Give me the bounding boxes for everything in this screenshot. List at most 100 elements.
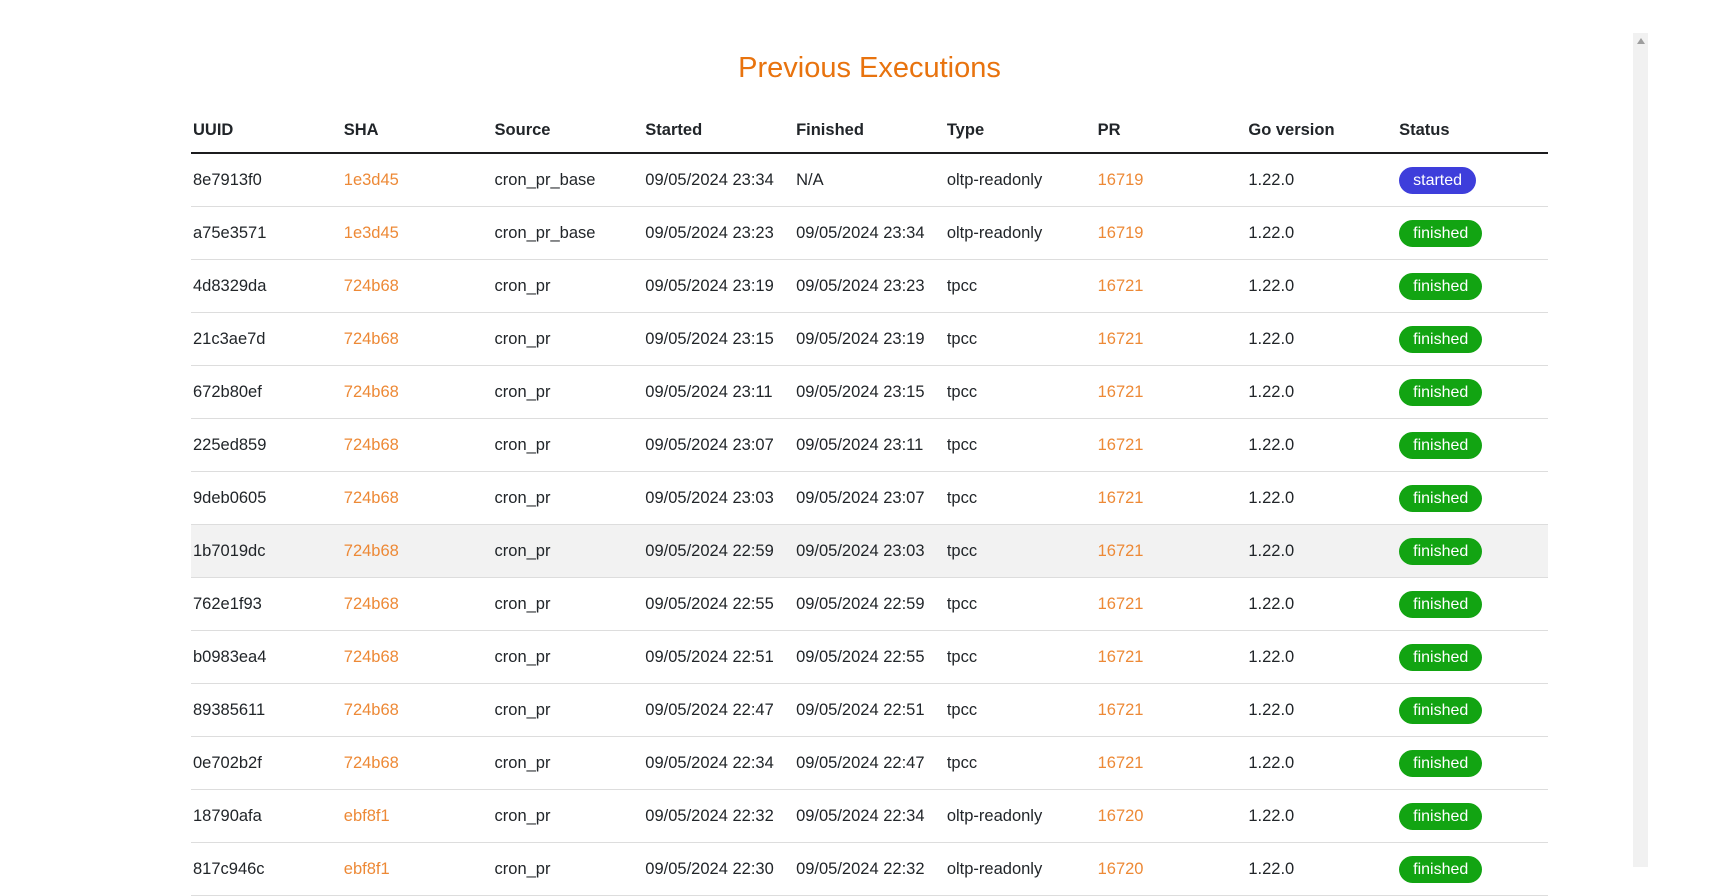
status-badge: finished <box>1399 325 1483 353</box>
sha-link[interactable]: 724b68 <box>343 541 399 560</box>
status-badge: finished <box>1399 219 1483 247</box>
cell-uuid: 672b80ef <box>191 365 342 419</box>
cell-type: oltp-readonly <box>944 206 1096 260</box>
sha-link[interactable]: 724b68 <box>343 276 399 295</box>
sha-link[interactable]: 724b68 <box>343 700 399 719</box>
status-badge: finished <box>1399 802 1483 830</box>
cell-source: cron_pr_base <box>492 206 644 260</box>
pr-link[interactable]: 16719 <box>1097 170 1144 189</box>
table-row[interactable]: 672b80ef 724b68 cron_pr 09/05/2024 23:11 09/… <box>191 365 1548 419</box>
cell-type: tpcc <box>944 736 1096 790</box>
sha-link[interactable]: ebf8f1 <box>343 859 390 878</box>
cell-pr: 16721 <box>1095 471 1247 525</box>
status-badge: finished <box>1399 855 1483 883</box>
pr-link[interactable]: 16721 <box>1097 753 1144 772</box>
sha-link[interactable]: 724b68 <box>343 647 399 666</box>
table-row[interactable]: 4d8329da 724b68 cron_pr 09/05/2024 23:19 09/… <box>191 259 1548 313</box>
pr-link[interactable]: 16719 <box>1097 223 1144 242</box>
table-row[interactable]: 817c946c ebf8f1 cron_pr 09/05/2024 22:30 09/… <box>191 842 1548 896</box>
table-header: UUID SHA Source Started Finished Type PR Go ver… <box>191 109 1548 154</box>
sha-link[interactable]: 724b68 <box>343 435 399 454</box>
pr-link[interactable]: 16721 <box>1097 329 1144 348</box>
cell-type: oltp-readonly <box>944 842 1096 896</box>
cell-status: finished <box>1397 312 1548 366</box>
column-header-finished: Finished <box>794 109 945 154</box>
status-badge: finished <box>1399 537 1483 565</box>
cell-status: finished <box>1397 524 1548 578</box>
scroll-up-arrow-icon <box>1636 38 1645 44</box>
cell-type: tpcc <box>944 577 1096 631</box>
column-header-status: Status <box>1397 109 1548 154</box>
sha-link[interactable]: 724b68 <box>343 753 399 772</box>
status-badge: finished <box>1399 643 1483 671</box>
cell-uuid: b0983ea4 <box>191 630 342 684</box>
cell-finished: 09/05/2024 22:34 <box>794 789 945 843</box>
cell-finished: 09/05/2024 22:32 <box>794 842 945 896</box>
column-header-pr: PR <box>1095 109 1247 154</box>
cell-started: 09/05/2024 22:51 <box>643 630 795 684</box>
cell-type: tpcc <box>944 471 1096 525</box>
table-row[interactable]: 762e1f93 724b68 cron_pr 09/05/2024 22:55 09/… <box>191 577 1548 631</box>
cell-finished: 09/05/2024 23:34 <box>794 206 945 260</box>
pr-link[interactable]: 16721 <box>1097 647 1144 666</box>
status-badge: finished <box>1399 272 1483 300</box>
pr-link[interactable]: 16721 <box>1097 488 1144 507</box>
table-row[interactable]: a75e3571 1e3d45 cron_pr_base 09/05/2024 23:… <box>191 206 1548 260</box>
cell-pr: 16721 <box>1095 577 1247 631</box>
cell-uuid: 4d8329da <box>191 259 342 313</box>
sha-link[interactable]: 724b68 <box>343 594 399 613</box>
table-row[interactable]: 225ed859 724b68 cron_pr 09/05/2024 23:07 09/… <box>191 418 1548 472</box>
cell-started: 09/05/2024 22:32 <box>643 789 795 843</box>
pr-link[interactable]: 16721 <box>1097 276 1144 295</box>
table-row[interactable]: 1b7019dc 724b68 cron_pr 09/05/2024 22:59 09/… <box>191 524 1548 578</box>
pr-link[interactable]: 16721 <box>1097 594 1144 613</box>
cell-type: oltp-readonly <box>944 789 1096 843</box>
cell-status: finished <box>1397 683 1548 737</box>
pr-link[interactable]: 16721 <box>1097 541 1144 560</box>
table-row[interactable]: 9deb0605 724b68 cron_pr 09/05/2024 23:03 09/… <box>191 471 1548 525</box>
sha-link[interactable]: 1e3d45 <box>343 223 399 242</box>
cell-source: cron_pr <box>492 842 644 896</box>
cell-pr: 16720 <box>1095 842 1247 896</box>
cell-go_version: 1.22.0 <box>1246 630 1398 684</box>
status-badge: finished <box>1399 749 1483 777</box>
cell-status: finished <box>1397 736 1548 790</box>
table-row[interactable]: b0983ea4 724b68 cron_pr 09/05/2024 22:51 09/… <box>191 630 1548 684</box>
cell-uuid: 9deb0605 <box>191 471 342 525</box>
sha-link[interactable]: ebf8f1 <box>343 806 390 825</box>
sha-link[interactable]: 724b68 <box>343 488 399 507</box>
status-badge: finished <box>1399 590 1483 618</box>
cell-uuid: 8e7913f0 <box>191 153 342 207</box>
cell-sha: 724b68 <box>341 524 493 578</box>
pr-link[interactable]: 16720 <box>1097 859 1144 878</box>
table-row[interactable]: 21c3ae7d 724b68 cron_pr 09/05/2024 23:15 09/… <box>191 312 1548 366</box>
pr-link[interactable]: 16721 <box>1097 435 1144 454</box>
pr-link[interactable]: 16721 <box>1097 700 1144 719</box>
cell-go_version: 1.22.0 <box>1246 524 1398 578</box>
cell-type: tpcc <box>944 312 1096 366</box>
cell-sha: 724b68 <box>341 259 493 313</box>
cell-finished: 09/05/2024 22:47 <box>794 736 945 790</box>
scrollbar-up-button[interactable] <box>1633 33 1648 49</box>
pr-link[interactable]: 16720 <box>1097 806 1144 825</box>
sha-link[interactable]: 1e3d45 <box>343 170 399 189</box>
cell-source: cron_pr <box>492 736 644 790</box>
table-row[interactable]: 0e702b2f 724b68 cron_pr 09/05/2024 22:34 09/… <box>191 736 1548 790</box>
cell-type: tpcc <box>944 418 1096 472</box>
cell-go_version: 1.22.0 <box>1246 418 1398 472</box>
status-badge: finished <box>1399 696 1483 724</box>
scrollbar-track[interactable] <box>1633 33 1648 867</box>
cell-started: 09/05/2024 22:30 <box>643 842 795 896</box>
status-badge: finished <box>1399 378 1483 406</box>
table-row[interactable]: 18790afa ebf8f1 cron_pr 09/05/2024 22:32 09/… <box>191 789 1548 843</box>
sha-link[interactable]: 724b68 <box>343 382 399 401</box>
sha-link[interactable]: 724b68 <box>343 329 399 348</box>
cell-uuid: 762e1f93 <box>191 577 342 631</box>
pr-link[interactable]: 16721 <box>1097 382 1144 401</box>
cell-finished: 09/05/2024 23:23 <box>794 259 945 313</box>
cell-sha: 1e3d45 <box>341 153 493 207</box>
cell-pr: 16721 <box>1095 259 1247 313</box>
column-header-type: Type <box>944 109 1096 154</box>
table-row[interactable]: 8e7913f0 1e3d45 cron_pr_base 09/05/2024 23:… <box>191 153 1548 207</box>
table-row[interactable]: 89385611 724b68 cron_pr 09/05/2024 22:47 09/… <box>191 683 1548 737</box>
